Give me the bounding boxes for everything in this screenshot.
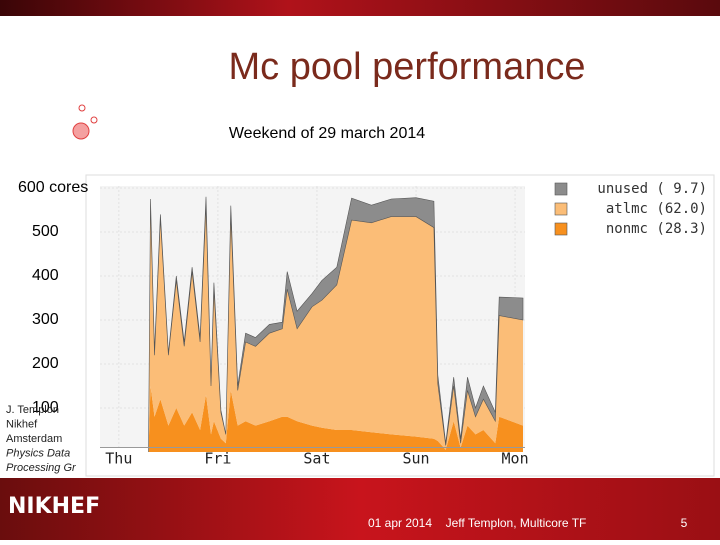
y-tick-label: 400 <box>32 267 59 284</box>
y-tick-label: 600 cores <box>18 179 88 196</box>
side-text: J. Templon Nikhef Amsterdam Physics Data Pro… <box>6 404 77 474</box>
y-tick-label: 500 <box>32 223 59 240</box>
page-number: 5 <box>681 516 688 530</box>
footer-band <box>0 478 720 540</box>
decor-circle <box>90 116 98 124</box>
x-tick-label: Fri <box>204 450 231 468</box>
area-1 <box>148 201 523 452</box>
side-text-line: Processing Gr <box>6 462 77 474</box>
y-tick-label: 200 <box>32 355 59 372</box>
footer-date: 01 apr 2014 <box>368 516 432 530</box>
header-band <box>0 0 720 16</box>
legend-label: atlmc (62.0) <box>606 201 707 217</box>
decor-circle <box>72 122 90 140</box>
plot: Thu Fri Sat Sun Mon 600 cores 500 400 300 200 100 u… <box>18 179 707 467</box>
legend-swatch <box>554 202 568 216</box>
side-text-line: Nikhef <box>6 418 38 430</box>
logo: NIKHEF <box>8 494 100 519</box>
legend-label: unused ( 9.7) <box>597 181 707 197</box>
area-0 <box>148 386 523 452</box>
legend-swatch <box>554 182 568 196</box>
side-text-line: Amsterdam <box>6 433 62 445</box>
legend-label: nonmc (28.3) <box>606 221 707 237</box>
slide-title: Mc pool performance <box>229 46 586 88</box>
y-tick-label: 300 <box>32 311 59 328</box>
area-2 <box>148 196 524 453</box>
slide-subtitle: Weekend of 29 march 2014 <box>229 125 425 142</box>
legend-swatch <box>554 222 568 236</box>
side-text-line: Physics Data <box>6 447 70 459</box>
x-tick-label: Mon <box>502 450 529 468</box>
x-tick-label: Thu <box>105 450 132 468</box>
decor-circle <box>78 104 86 112</box>
side-text-line: J. Templon <box>6 404 59 416</box>
x-tick-label: Sat <box>303 450 330 468</box>
x-tick-label: Sun <box>402 450 429 468</box>
y-tick-label: 100 <box>32 399 59 416</box>
footer-author: Jeff Templon, Multicore TF <box>446 516 587 530</box>
